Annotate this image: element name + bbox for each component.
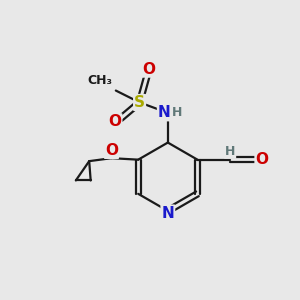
Text: N: N (158, 105, 171, 120)
Text: H: H (172, 106, 182, 119)
Text: O: O (105, 143, 118, 158)
Text: CH₃: CH₃ (87, 74, 112, 87)
Text: H: H (225, 145, 235, 158)
Text: O: O (142, 62, 155, 77)
Text: O: O (108, 114, 122, 129)
Text: O: O (255, 152, 268, 167)
Text: N: N (161, 206, 174, 220)
Text: S: S (134, 95, 145, 110)
